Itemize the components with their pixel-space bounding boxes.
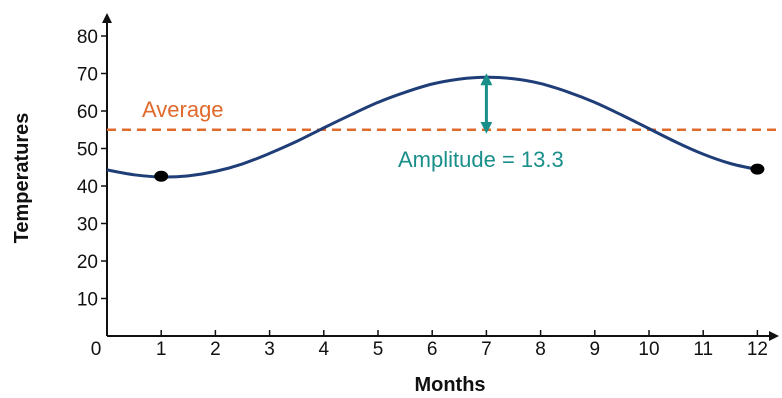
temperature-curve [106, 75, 758, 179]
amplitude-label: Amplitude = 13.3 [398, 147, 564, 172]
x-tick-label: 11 [693, 339, 713, 360]
y-tick-label: 40 [77, 177, 98, 198]
x-tick-label: 3 [264, 339, 275, 360]
x-tick-label: 10 [638, 339, 659, 360]
origin-label: 0 [91, 339, 102, 360]
x-tick-label: 9 [590, 339, 601, 360]
data-points [154, 163, 765, 182]
x-axis-title: Months [414, 374, 485, 396]
y-tick-label: 30 [77, 215, 98, 236]
y-tick-label: 20 [77, 252, 98, 273]
y-tick-label: 70 [77, 65, 98, 86]
x-tick-label: 5 [373, 339, 384, 360]
x-tick-label: 12 [747, 339, 768, 360]
y-tick-label: 10 [77, 290, 98, 311]
x-tick-label: 4 [319, 339, 330, 360]
x-tick-label: 1 [156, 339, 167, 360]
y-tick-label: 80 [77, 27, 98, 48]
x-tick-label: 2 [210, 339, 221, 360]
average-label: Average [142, 97, 224, 122]
x-tick-label: 8 [535, 339, 546, 360]
y-ticks: 10 20 30 40 50 60 70 80 [77, 27, 107, 311]
y-axis-title: Temperatures [11, 113, 33, 244]
data-point [750, 163, 765, 175]
x-tick-label: 6 [427, 339, 438, 360]
y-tick-label: 60 [77, 102, 98, 123]
y-tick-label: 50 [77, 140, 98, 161]
x-ticks: 1 2 3 4 5 6 7 8 9 10 11 12 [156, 330, 768, 360]
data-point [154, 170, 169, 182]
x-tick-label: 7 [481, 339, 492, 360]
